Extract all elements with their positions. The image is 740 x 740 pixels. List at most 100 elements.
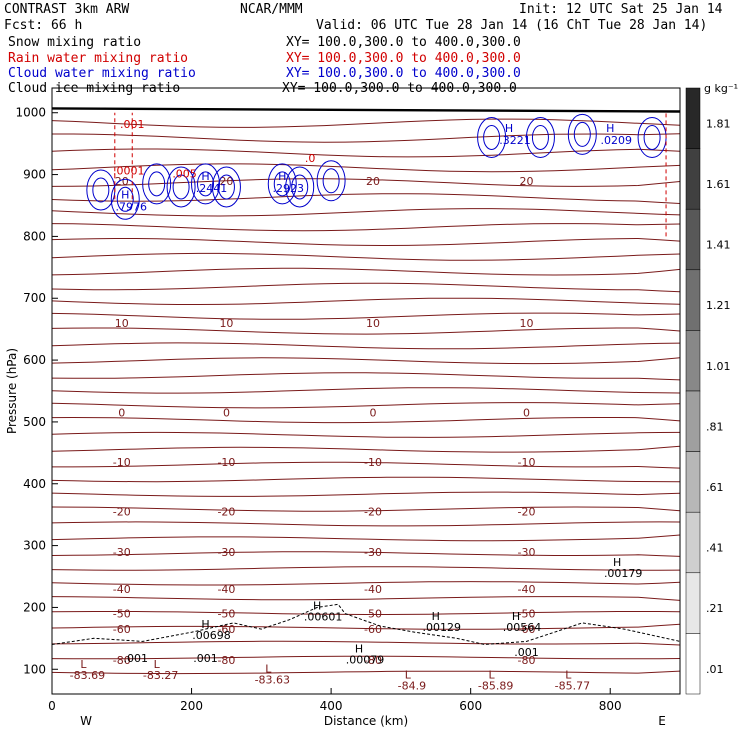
cloud-water-contour	[166, 166, 196, 208]
contour-line	[51, 670, 681, 675]
y-tick-label: 800	[23, 229, 46, 243]
low-value: -85.77	[555, 680, 590, 693]
cloud-water-contour	[643, 124, 661, 150]
contour-line	[51, 163, 681, 173]
rain-label: .005	[172, 168, 197, 181]
y-tick-label: 500	[23, 415, 46, 429]
contour-line	[52, 133, 681, 143]
contour-line	[51, 521, 681, 527]
low-value: -83.63	[255, 673, 290, 686]
contour-line	[51, 655, 681, 660]
temperature-contour-label: -30	[217, 546, 235, 559]
contour-line	[51, 387, 681, 394]
high-value: .00601	[304, 610, 343, 623]
contour-line	[52, 461, 681, 469]
y-tick-label: 100	[23, 662, 46, 676]
temperature-contour-label: -20	[217, 506, 235, 519]
y-axis-label: Pressure (hPa)	[5, 348, 19, 434]
temperature-contour-label: -30	[518, 546, 536, 559]
temperature-contour-label: 20	[366, 175, 380, 188]
cloud-water-high-value: .0209	[600, 134, 632, 147]
temperature-contour-label: -20	[364, 506, 382, 519]
cloud-water-contour	[285, 166, 315, 208]
colorbar-bin	[685, 87, 701, 149]
cloud-water-contour	[142, 163, 172, 205]
temperature-contour-label: -60	[113, 623, 131, 636]
colorbar-bin	[685, 572, 701, 634]
temperature-contour-label: 10	[519, 317, 533, 330]
contour-line	[51, 237, 681, 247]
contour-line	[51, 431, 681, 438]
cloud-water-contour	[322, 168, 340, 194]
contour-line	[51, 148, 681, 158]
y-tick-label: 1000	[15, 106, 46, 120]
low-value: -84.9	[398, 680, 426, 693]
temperature-contour-label: 0	[369, 407, 376, 420]
cloud-water-contour	[573, 121, 591, 147]
contour-line	[51, 118, 681, 128]
colorbar-label: .01	[706, 663, 724, 676]
y-tick-label: 700	[23, 291, 46, 305]
contour-line	[51, 506, 681, 512]
plot-frame	[51, 87, 681, 695]
temperature-contour-label: 20	[115, 175, 129, 188]
temperature-contour-label: -50	[518, 608, 536, 621]
cloud-water-high-marker: H	[121, 188, 129, 201]
contour-line	[51, 534, 681, 542]
cloud-water-contour	[211, 166, 241, 208]
temperature-contour-label: -10	[364, 456, 382, 469]
x-tick-label: 0	[48, 699, 56, 713]
temperature-contour-label: -60	[217, 623, 235, 636]
temperature-contour-label: -30	[364, 546, 382, 559]
cloud-water-contour	[477, 116, 507, 158]
contour-line	[51, 223, 681, 232]
low-marker: L	[565, 669, 572, 682]
rain-label: .0001	[113, 165, 145, 178]
contour-line	[51, 357, 681, 365]
colorbar-label: 1.41	[706, 239, 731, 252]
contour-line	[51, 640, 681, 646]
colorbar-bin	[685, 148, 701, 210]
low-marker: L	[154, 658, 161, 671]
contour-line	[51, 551, 681, 557]
x-axis-label: Distance (km)	[324, 714, 408, 728]
contour-line	[51, 312, 681, 320]
temperature-contour-label: 0	[523, 407, 530, 420]
low-value: -83.69	[70, 669, 105, 682]
temperature-contour-label: -20	[518, 506, 536, 519]
contour-line	[51, 611, 681, 615]
colorbar-bin	[685, 633, 701, 695]
high-value: .00129	[423, 621, 462, 634]
contour-line	[51, 581, 681, 586]
header-valid: Valid: 06 UTC Tue 28 Jan 14 (16 ChT Tue …	[316, 18, 708, 33]
header-init: Init: 12 UTC Sat 25 Jan 14	[519, 2, 723, 17]
cloud-water-high-marker: H	[505, 122, 513, 135]
x-tick-label: 400	[320, 699, 343, 713]
temperature-contour-label: 10	[219, 317, 233, 330]
y-tick-label: 200	[23, 600, 46, 614]
colorbar-label: 1.81	[706, 117, 731, 130]
temperature-contour-label: -30	[113, 546, 131, 559]
cloud-water-high-marker: H	[201, 170, 209, 183]
cloud-ice-label: .001	[193, 652, 218, 665]
colorbar-bin	[685, 330, 701, 392]
temperature-contour-label: -50	[364, 608, 382, 621]
temperature-contour-label: -50	[217, 608, 235, 621]
cloud-water-contour	[197, 171, 215, 197]
legend-rain-xy: XY= 100.0,300.0 to 400.0,300.0	[286, 51, 521, 66]
temperature-contour-label: 20	[519, 175, 533, 188]
legend-cloudwater-name: Cloud water mixing ratio	[8, 66, 196, 81]
y-tick-label: 300	[23, 539, 46, 553]
cloud-water-high-value: .2441	[196, 182, 228, 195]
cloud-water-contour	[291, 174, 309, 200]
contour-line	[51, 445, 681, 453]
contour-line	[51, 596, 681, 601]
temperature-contour-label: -40	[113, 583, 131, 596]
cloud-water-contour	[217, 174, 235, 200]
ground-line	[51, 107, 681, 113]
temperature-contour-label: 10	[366, 317, 380, 330]
cloud-water-contour	[86, 169, 116, 211]
colorbar-label: .81	[706, 420, 724, 433]
temperature-contour-label: 0	[118, 407, 125, 420]
